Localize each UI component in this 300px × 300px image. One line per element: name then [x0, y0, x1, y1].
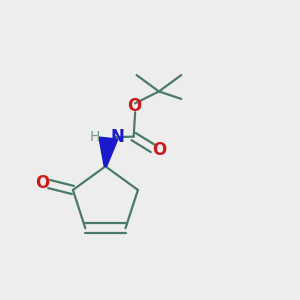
Polygon shape — [99, 137, 118, 166]
Text: N: N — [111, 128, 124, 146]
Text: O: O — [152, 141, 167, 159]
Text: H: H — [90, 130, 100, 144]
Text: O: O — [128, 97, 142, 115]
Text: O: O — [35, 173, 50, 191]
